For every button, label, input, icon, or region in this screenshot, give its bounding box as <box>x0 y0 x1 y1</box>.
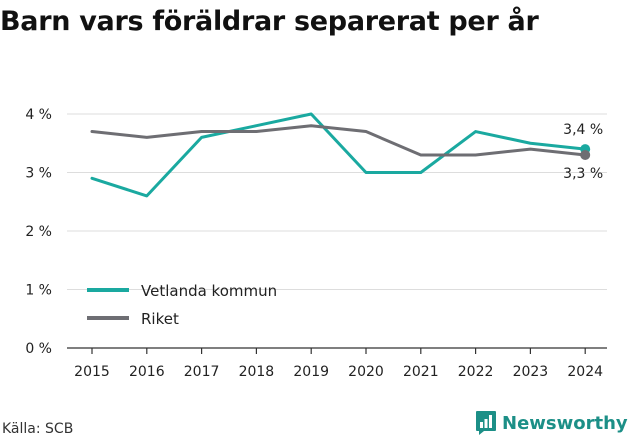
end-value-label: 3,3 % <box>563 166 603 182</box>
legend-label: Riket <box>141 310 179 328</box>
series-lines: 3,4 % 3,3 % <box>90 112 603 198</box>
chart-title: Barn vars föräldrar separerat per år <box>0 6 539 37</box>
legend: Vetlanda kommun Riket <box>87 282 277 328</box>
y-tick-label: 3 % <box>25 166 52 182</box>
newsworthy-logo: Newsworthy <box>475 409 628 437</box>
y-tick-label: 0 % <box>25 341 52 357</box>
end-value-label: 3,4 % <box>563 122 603 138</box>
end-point-marker <box>580 149 591 160</box>
x-tick-label: 2018 <box>239 364 275 380</box>
x-tick-label: 2020 <box>348 364 384 380</box>
x-tick-label: 2019 <box>293 364 329 380</box>
x-tick-label: 2021 <box>403 364 439 380</box>
y-tick-label: 2 % <box>25 224 52 240</box>
series-line-riket <box>90 124 587 157</box>
source-note: Källa: SCB <box>2 421 74 437</box>
x-tick-label: 2016 <box>129 364 165 380</box>
y-tick-label: 1 % <box>25 283 52 299</box>
x-tick-label: 2015 <box>74 364 110 380</box>
x-tick-label: 2022 <box>458 364 494 380</box>
y-tick-label: 4 % <box>25 107 52 123</box>
y-axis-tick-labels: 0 % 1 % 2 % 3 % 4 % <box>25 107 52 357</box>
x-tick-label: 2024 <box>567 364 603 380</box>
x-axis: 2015 2016 2017 2018 2019 2020 2021 2022 2023 2024 <box>67 347 607 380</box>
x-tick-label: 2023 <box>513 364 549 380</box>
series-line-vetlanda <box>90 112 587 198</box>
x-tick-label: 2017 <box>184 364 220 380</box>
newsworthy-logo-icon <box>476 411 496 435</box>
brand-name: Newsworthy <box>502 412 628 434</box>
gridlines <box>67 113 607 290</box>
legend-label: Vetlanda kommun <box>141 282 277 300</box>
